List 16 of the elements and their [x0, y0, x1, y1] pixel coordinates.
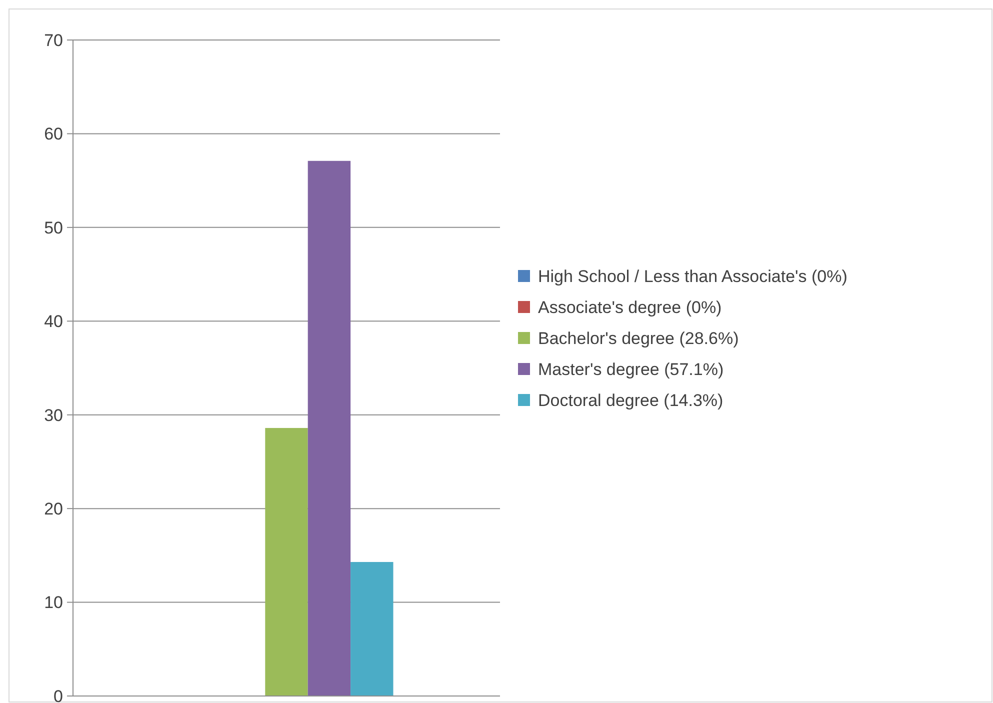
legend-label: Doctoral degree (14.3%): [538, 390, 724, 410]
y-tick-label: 40: [44, 312, 63, 332]
legend-label: Master's degree (57.1%): [538, 360, 724, 379]
legend-label: High School / Less than Associate's (0%): [538, 266, 848, 286]
y-tick-label: 10: [44, 593, 63, 612]
y-tick-label: 70: [44, 30, 63, 50]
y-tick-label: 60: [44, 124, 63, 144]
bar: [308, 160, 351, 696]
bar: [350, 562, 394, 696]
bar: [265, 428, 308, 696]
y-tick-label: 30: [44, 406, 63, 425]
y-tick-label: 50: [44, 218, 63, 238]
legend-label: Bachelor's degree (28.6%): [538, 328, 739, 348]
legend-label: Associate's degree (0%): [538, 298, 722, 317]
y-tick-label: 20: [44, 500, 63, 519]
y-tick-label: 0: [54, 686, 63, 703]
